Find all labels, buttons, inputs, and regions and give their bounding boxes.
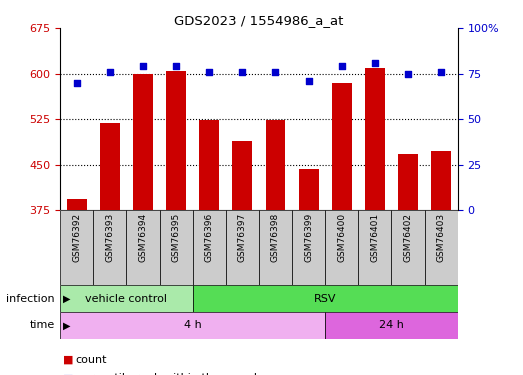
Text: GSM76401: GSM76401	[370, 213, 379, 262]
Bar	[192, 210, 226, 285]
Title: GDS2023 / 1554986_a_at: GDS2023 / 1554986_a_at	[174, 14, 344, 27]
Bar	[93, 210, 127, 285]
Text: GSM76395: GSM76395	[172, 213, 180, 262]
Point	[337, 63, 346, 69]
Text: GSM76398: GSM76398	[271, 213, 280, 262]
Bar	[192, 285, 458, 312]
Bar	[332, 82, 351, 210]
Point	[304, 78, 313, 84]
Bar	[259, 210, 292, 285]
Bar	[292, 210, 325, 285]
Point	[371, 60, 379, 66]
Bar	[100, 123, 120, 210]
Point	[238, 69, 246, 75]
Text: GSM76402: GSM76402	[403, 213, 413, 262]
Bar	[60, 312, 325, 339]
Bar	[391, 210, 425, 285]
Point	[437, 69, 445, 75]
Text: GSM76400: GSM76400	[337, 213, 346, 262]
Text: ▶: ▶	[63, 294, 70, 303]
Bar	[160, 210, 192, 285]
Bar	[60, 285, 192, 312]
Point	[172, 63, 180, 69]
Text: percentile rank within the sample: percentile rank within the sample	[76, 374, 264, 375]
Text: ■: ■	[63, 355, 73, 364]
Bar	[398, 154, 418, 210]
Bar	[325, 312, 458, 339]
Bar	[226, 210, 259, 285]
Bar	[358, 210, 391, 285]
Text: 4 h: 4 h	[184, 321, 201, 330]
Point	[271, 69, 280, 75]
Point	[106, 69, 114, 75]
Point	[205, 69, 213, 75]
Text: ■: ■	[63, 374, 73, 375]
Bar	[60, 210, 93, 285]
Text: GSM76394: GSM76394	[139, 213, 147, 262]
Bar	[299, 169, 319, 210]
Bar	[425, 210, 458, 285]
Text: time: time	[30, 321, 55, 330]
Text: 24 h: 24 h	[379, 321, 404, 330]
Text: ▶: ▶	[63, 321, 70, 330]
Text: GSM76397: GSM76397	[238, 213, 247, 262]
Point	[73, 80, 81, 86]
Text: RSV: RSV	[314, 294, 336, 303]
Text: GSM76399: GSM76399	[304, 213, 313, 262]
Point	[404, 70, 412, 76]
Bar	[67, 199, 87, 210]
Bar	[431, 151, 451, 210]
Bar	[232, 141, 252, 210]
Bar	[325, 210, 358, 285]
Bar	[365, 68, 385, 210]
Text: GSM76403: GSM76403	[437, 213, 446, 262]
Text: GSM76396: GSM76396	[204, 213, 214, 262]
Point	[139, 63, 147, 69]
Bar	[199, 120, 219, 210]
Text: vehicle control: vehicle control	[85, 294, 167, 303]
Bar	[266, 120, 286, 210]
Text: GSM76392: GSM76392	[72, 213, 81, 262]
Text: infection: infection	[6, 294, 55, 303]
Bar	[133, 74, 153, 210]
Bar	[166, 70, 186, 210]
Bar	[127, 210, 160, 285]
Text: GSM76393: GSM76393	[105, 213, 115, 262]
Text: count: count	[76, 355, 107, 364]
